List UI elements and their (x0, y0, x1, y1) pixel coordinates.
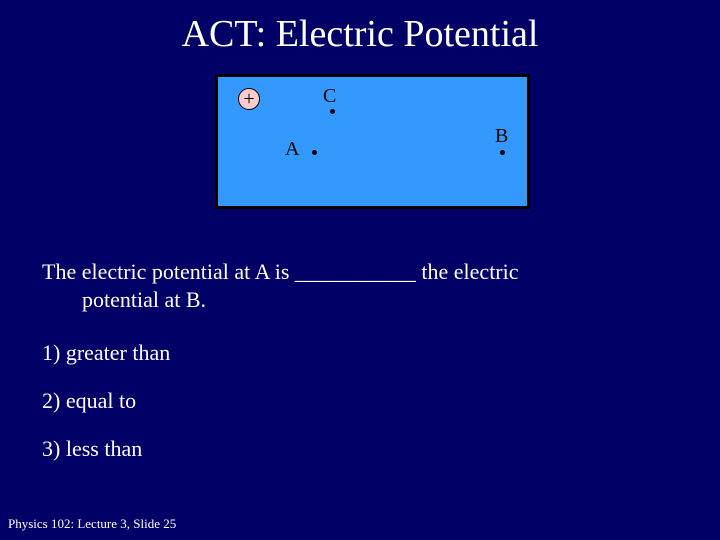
point-dot-c (330, 109, 335, 114)
option-number: 2) (42, 388, 66, 413)
slide-title: ACT: Electric Potential (0, 0, 720, 56)
option-number: 3) (42, 436, 66, 461)
positive-charge: + (238, 88, 260, 110)
point-dot-b (500, 150, 505, 155)
option-text: greater than (66, 340, 170, 365)
point-label-b: B (495, 125, 508, 148)
slide-footer: Physics 102: Lecture 3, Slide 25 (8, 516, 176, 532)
answer-options: 1) greater than2) equal to3) less than (42, 340, 170, 484)
option-1: 1) greater than (42, 340, 170, 366)
question-text: The electric potential at A is _________… (42, 258, 519, 313)
option-3: 3) less than (42, 436, 170, 462)
option-number: 1) (42, 340, 66, 365)
option-text: equal to (66, 388, 136, 413)
point-dot-a (312, 150, 317, 155)
diagram-box: + C A B (215, 74, 530, 209)
question-line-1: The electric potential at A is _________… (42, 258, 519, 286)
charge-symbol: + (243, 89, 254, 109)
option-text: less than (66, 436, 142, 461)
option-2: 2) equal to (42, 388, 170, 414)
point-label-c: C (323, 85, 336, 108)
question-line-2: potential at B. (42, 286, 519, 314)
point-label-a: A (285, 138, 299, 161)
